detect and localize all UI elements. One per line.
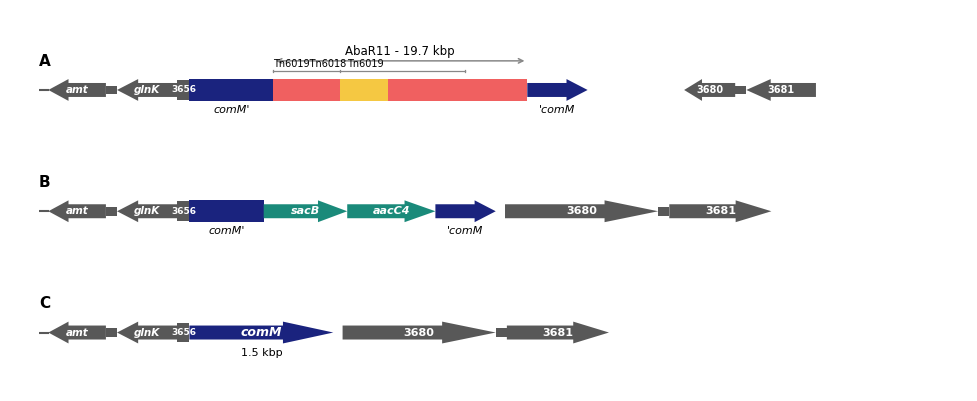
Text: 3656: 3656	[171, 207, 196, 216]
Text: amt: amt	[65, 85, 89, 95]
Text: 3681: 3681	[542, 328, 573, 338]
Text: 3680: 3680	[696, 85, 723, 95]
Bar	[190, 200, 264, 222]
Text: 3680: 3680	[566, 206, 597, 216]
Polygon shape	[528, 79, 587, 101]
Text: aacC4: aacC4	[372, 206, 410, 216]
Polygon shape	[746, 79, 816, 101]
Polygon shape	[190, 322, 333, 343]
Polygon shape	[117, 200, 178, 222]
Text: 1.5 kbp: 1.5 kbp	[240, 348, 282, 358]
Text: 3656: 3656	[171, 85, 196, 95]
Text: Tn6019: Tn6019	[347, 59, 384, 69]
Text: Tn6019Tn6018: Tn6019Tn6018	[273, 59, 346, 69]
Text: comM': comM'	[208, 226, 245, 236]
Polygon shape	[505, 200, 658, 222]
Text: 'comM: 'comM	[539, 105, 575, 115]
Text: 'comM: 'comM	[447, 226, 484, 236]
Text: glnK: glnK	[134, 85, 160, 95]
Bar	[495, 328, 507, 337]
Bar	[658, 207, 669, 216]
Polygon shape	[669, 200, 772, 222]
Text: 3681: 3681	[704, 206, 736, 216]
Polygon shape	[684, 79, 736, 101]
Bar	[178, 323, 190, 342]
Text: amt: amt	[65, 328, 89, 338]
Polygon shape	[343, 322, 495, 343]
Text: glnK: glnK	[134, 206, 160, 216]
Bar	[178, 201, 190, 221]
Bar	[736, 85, 746, 94]
Text: amt: amt	[65, 206, 89, 216]
Bar	[106, 207, 117, 216]
Text: sacB: sacB	[291, 206, 320, 216]
Polygon shape	[49, 200, 106, 222]
Bar	[388, 79, 528, 101]
Text: glnK: glnK	[134, 328, 160, 338]
Text: 3656: 3656	[171, 328, 196, 337]
Bar	[190, 79, 273, 101]
Bar	[106, 328, 117, 337]
Text: 3680: 3680	[404, 328, 435, 338]
Polygon shape	[49, 322, 106, 343]
Polygon shape	[507, 322, 609, 343]
Bar	[178, 80, 190, 100]
Text: AbaR11 - 19.7 kbp: AbaR11 - 19.7 kbp	[345, 45, 455, 58]
Text: 3681: 3681	[768, 85, 794, 95]
Bar	[340, 79, 388, 101]
Bar	[273, 79, 340, 101]
Polygon shape	[49, 79, 106, 101]
Text: C: C	[39, 296, 50, 311]
Text: A: A	[39, 54, 51, 69]
Text: B: B	[39, 175, 51, 190]
Bar	[106, 85, 117, 94]
Text: comM': comM'	[213, 105, 249, 115]
Polygon shape	[264, 200, 347, 222]
Text: comM: comM	[240, 326, 282, 339]
Polygon shape	[347, 200, 436, 222]
Polygon shape	[117, 79, 178, 101]
Polygon shape	[436, 200, 495, 222]
Polygon shape	[117, 322, 178, 343]
